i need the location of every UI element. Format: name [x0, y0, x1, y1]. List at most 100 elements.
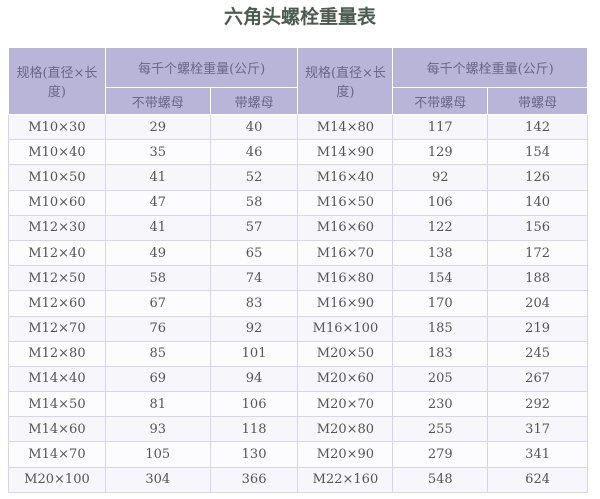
cell-weight-no-nut: 81 — [104, 391, 211, 418]
cell-spec: M12×70 — [8, 315, 106, 342]
header-with-nut: 带螺母 — [487, 87, 588, 115]
cell-spec: M16×80 — [297, 265, 394, 292]
header-spec: 规格(直径×长度) — [8, 47, 106, 115]
cell-weight-no-nut: 185 — [392, 315, 489, 342]
cell-spec: M20×70 — [297, 391, 394, 418]
cell-spec: M14×90 — [297, 139, 394, 166]
cell-spec: M16×100 — [297, 315, 394, 342]
table-row: M10×40 35 46 M14×90 129 154 — [8, 139, 588, 166]
cell-spec: M14×80 — [297, 113, 394, 141]
cell-weight-no-nut: 106 — [392, 189, 489, 216]
cell-weight-with-nut: 92 — [209, 315, 299, 342]
header-no-nut: 不带螺母 — [392, 87, 489, 115]
cell-weight-no-nut: 122 — [392, 214, 489, 241]
cell-weight-no-nut: 58 — [104, 265, 211, 292]
table-row: M12×70 76 92 M16×100 185 219 — [8, 315, 588, 342]
cell-weight-no-nut: 105 — [104, 441, 211, 468]
cell-weight-no-nut: 76 — [104, 315, 211, 342]
header-spec: 规格(直径×长度) — [297, 47, 394, 115]
bolt-weight-table: 规格(直径×长度) 每千个螺栓重量(公斤) 规格(直径×长度) 每千个螺栓重量(… — [8, 47, 588, 493]
cell-spec: M16×70 — [297, 239, 394, 267]
header-with-nut: 带螺母 — [209, 87, 299, 115]
cell-weight-no-nut: 548 — [392, 466, 489, 493]
cell-spec: M14×70 — [8, 441, 106, 468]
cell-weight-no-nut: 117 — [392, 113, 489, 141]
cell-weight-no-nut: 129 — [392, 139, 489, 166]
cell-spec: M12×80 — [8, 340, 106, 367]
cell-weight-with-nut: 126 — [487, 164, 588, 191]
cell-spec: M16×50 — [297, 189, 394, 216]
cell-weight-with-nut: 140 — [487, 189, 588, 216]
cell-spec: M20×90 — [297, 441, 394, 468]
cell-weight-with-nut: 219 — [487, 315, 588, 342]
cell-spec: M16×40 — [297, 164, 394, 191]
cell-weight-with-nut: 40 — [209, 113, 299, 141]
cell-spec: M20×80 — [297, 416, 394, 443]
cell-spec: M10×50 — [8, 164, 106, 191]
cell-weight-no-nut: 170 — [392, 290, 489, 317]
cell-spec: M20×60 — [297, 365, 394, 393]
cell-spec: M22×160 — [297, 466, 394, 493]
cell-weight-no-nut: 279 — [392, 441, 489, 468]
cell-weight-no-nut: 41 — [104, 164, 211, 191]
cell-weight-with-nut: 83 — [209, 290, 299, 317]
table-row: M12×50 58 74 M16×80 154 188 — [8, 265, 588, 292]
cell-spec: M12×40 — [8, 239, 106, 267]
cell-weight-with-nut: 366 — [209, 466, 299, 493]
cell-weight-no-nut: 92 — [392, 164, 489, 191]
cell-weight-with-nut: 292 — [487, 391, 588, 418]
cell-weight-with-nut: 65 — [209, 239, 299, 267]
cell-spec: M16×60 — [297, 214, 394, 241]
cell-spec: M10×60 — [8, 189, 106, 216]
page-title: 六角头螺栓重量表 — [223, 6, 376, 28]
table-row: M20×100 304 366 M22×160 548 624 — [8, 466, 588, 493]
cell-weight-with-nut: 188 — [487, 265, 588, 292]
table-row: M14×70 105 130 M20×90 279 341 — [8, 441, 588, 468]
cell-weight-with-nut: 106 — [209, 391, 299, 418]
cell-spec: M20×50 — [297, 340, 394, 367]
cell-weight-with-nut: 101 — [209, 340, 299, 367]
cell-weight-with-nut: 130 — [209, 441, 299, 468]
cell-spec: M14×50 — [8, 391, 106, 418]
cell-spec: M10×30 — [8, 113, 106, 141]
cell-weight-no-nut: 154 — [392, 265, 489, 292]
cell-weight-with-nut: 156 — [487, 214, 588, 241]
cell-weight-no-nut: 183 — [392, 340, 489, 367]
cell-weight-with-nut: 94 — [209, 365, 299, 393]
cell-weight-with-nut: 317 — [487, 416, 588, 443]
table-row: M10×30 29 40 M14×80 117 142 — [8, 113, 588, 141]
cell-spec: M10×40 — [8, 139, 106, 166]
cell-spec: M12×30 — [8, 214, 106, 241]
cell-weight-with-nut: 57 — [209, 214, 299, 241]
table-row: M14×50 81 106 M20×70 230 292 — [8, 391, 588, 418]
cell-weight-with-nut: 52 — [209, 164, 299, 191]
cell-weight-with-nut: 58 — [209, 189, 299, 216]
cell-weight-with-nut: 172 — [487, 239, 588, 267]
cell-weight-no-nut: 49 — [104, 239, 211, 267]
cell-spec: M12×50 — [8, 265, 106, 292]
cell-spec: M16×90 — [297, 290, 394, 317]
cell-spec: M14×60 — [8, 416, 106, 443]
cell-weight-with-nut: 142 — [487, 113, 588, 141]
table-row: M10×60 47 58 M16×50 106 140 — [8, 189, 588, 216]
cell-spec: M20×100 — [8, 466, 106, 493]
cell-spec: M14×40 — [8, 365, 106, 393]
cell-weight-no-nut: 67 — [104, 290, 211, 317]
cell-weight-with-nut: 154 — [487, 139, 588, 166]
table-row: M12×40 49 65 M16×70 138 172 — [8, 239, 588, 267]
table-row: M14×40 69 94 M20×60 205 267 — [8, 365, 588, 393]
table-row: M12×80 85 101 M20×50 183 245 — [8, 340, 588, 367]
cell-weight-with-nut: 267 — [487, 365, 588, 393]
table-row: M10×50 41 52 M16×40 92 126 — [8, 164, 588, 191]
table-row: M12×30 41 57 M16×60 122 156 — [8, 214, 588, 241]
cell-weight-with-nut: 74 — [209, 265, 299, 292]
cell-weight-no-nut: 41 — [104, 214, 211, 241]
header-weight: 每千个螺栓重量(公斤) — [104, 47, 299, 88]
cell-weight-no-nut: 29 — [104, 113, 211, 141]
cell-weight-no-nut: 69 — [104, 365, 211, 393]
header-no-nut: 不带螺母 — [104, 87, 211, 115]
table-row: M12×60 67 83 M16×90 170 204 — [8, 290, 588, 317]
header-weight: 每千个螺栓重量(公斤) — [392, 47, 588, 88]
cell-weight-no-nut: 304 — [104, 466, 211, 493]
cell-weight-no-nut: 47 — [104, 189, 211, 216]
